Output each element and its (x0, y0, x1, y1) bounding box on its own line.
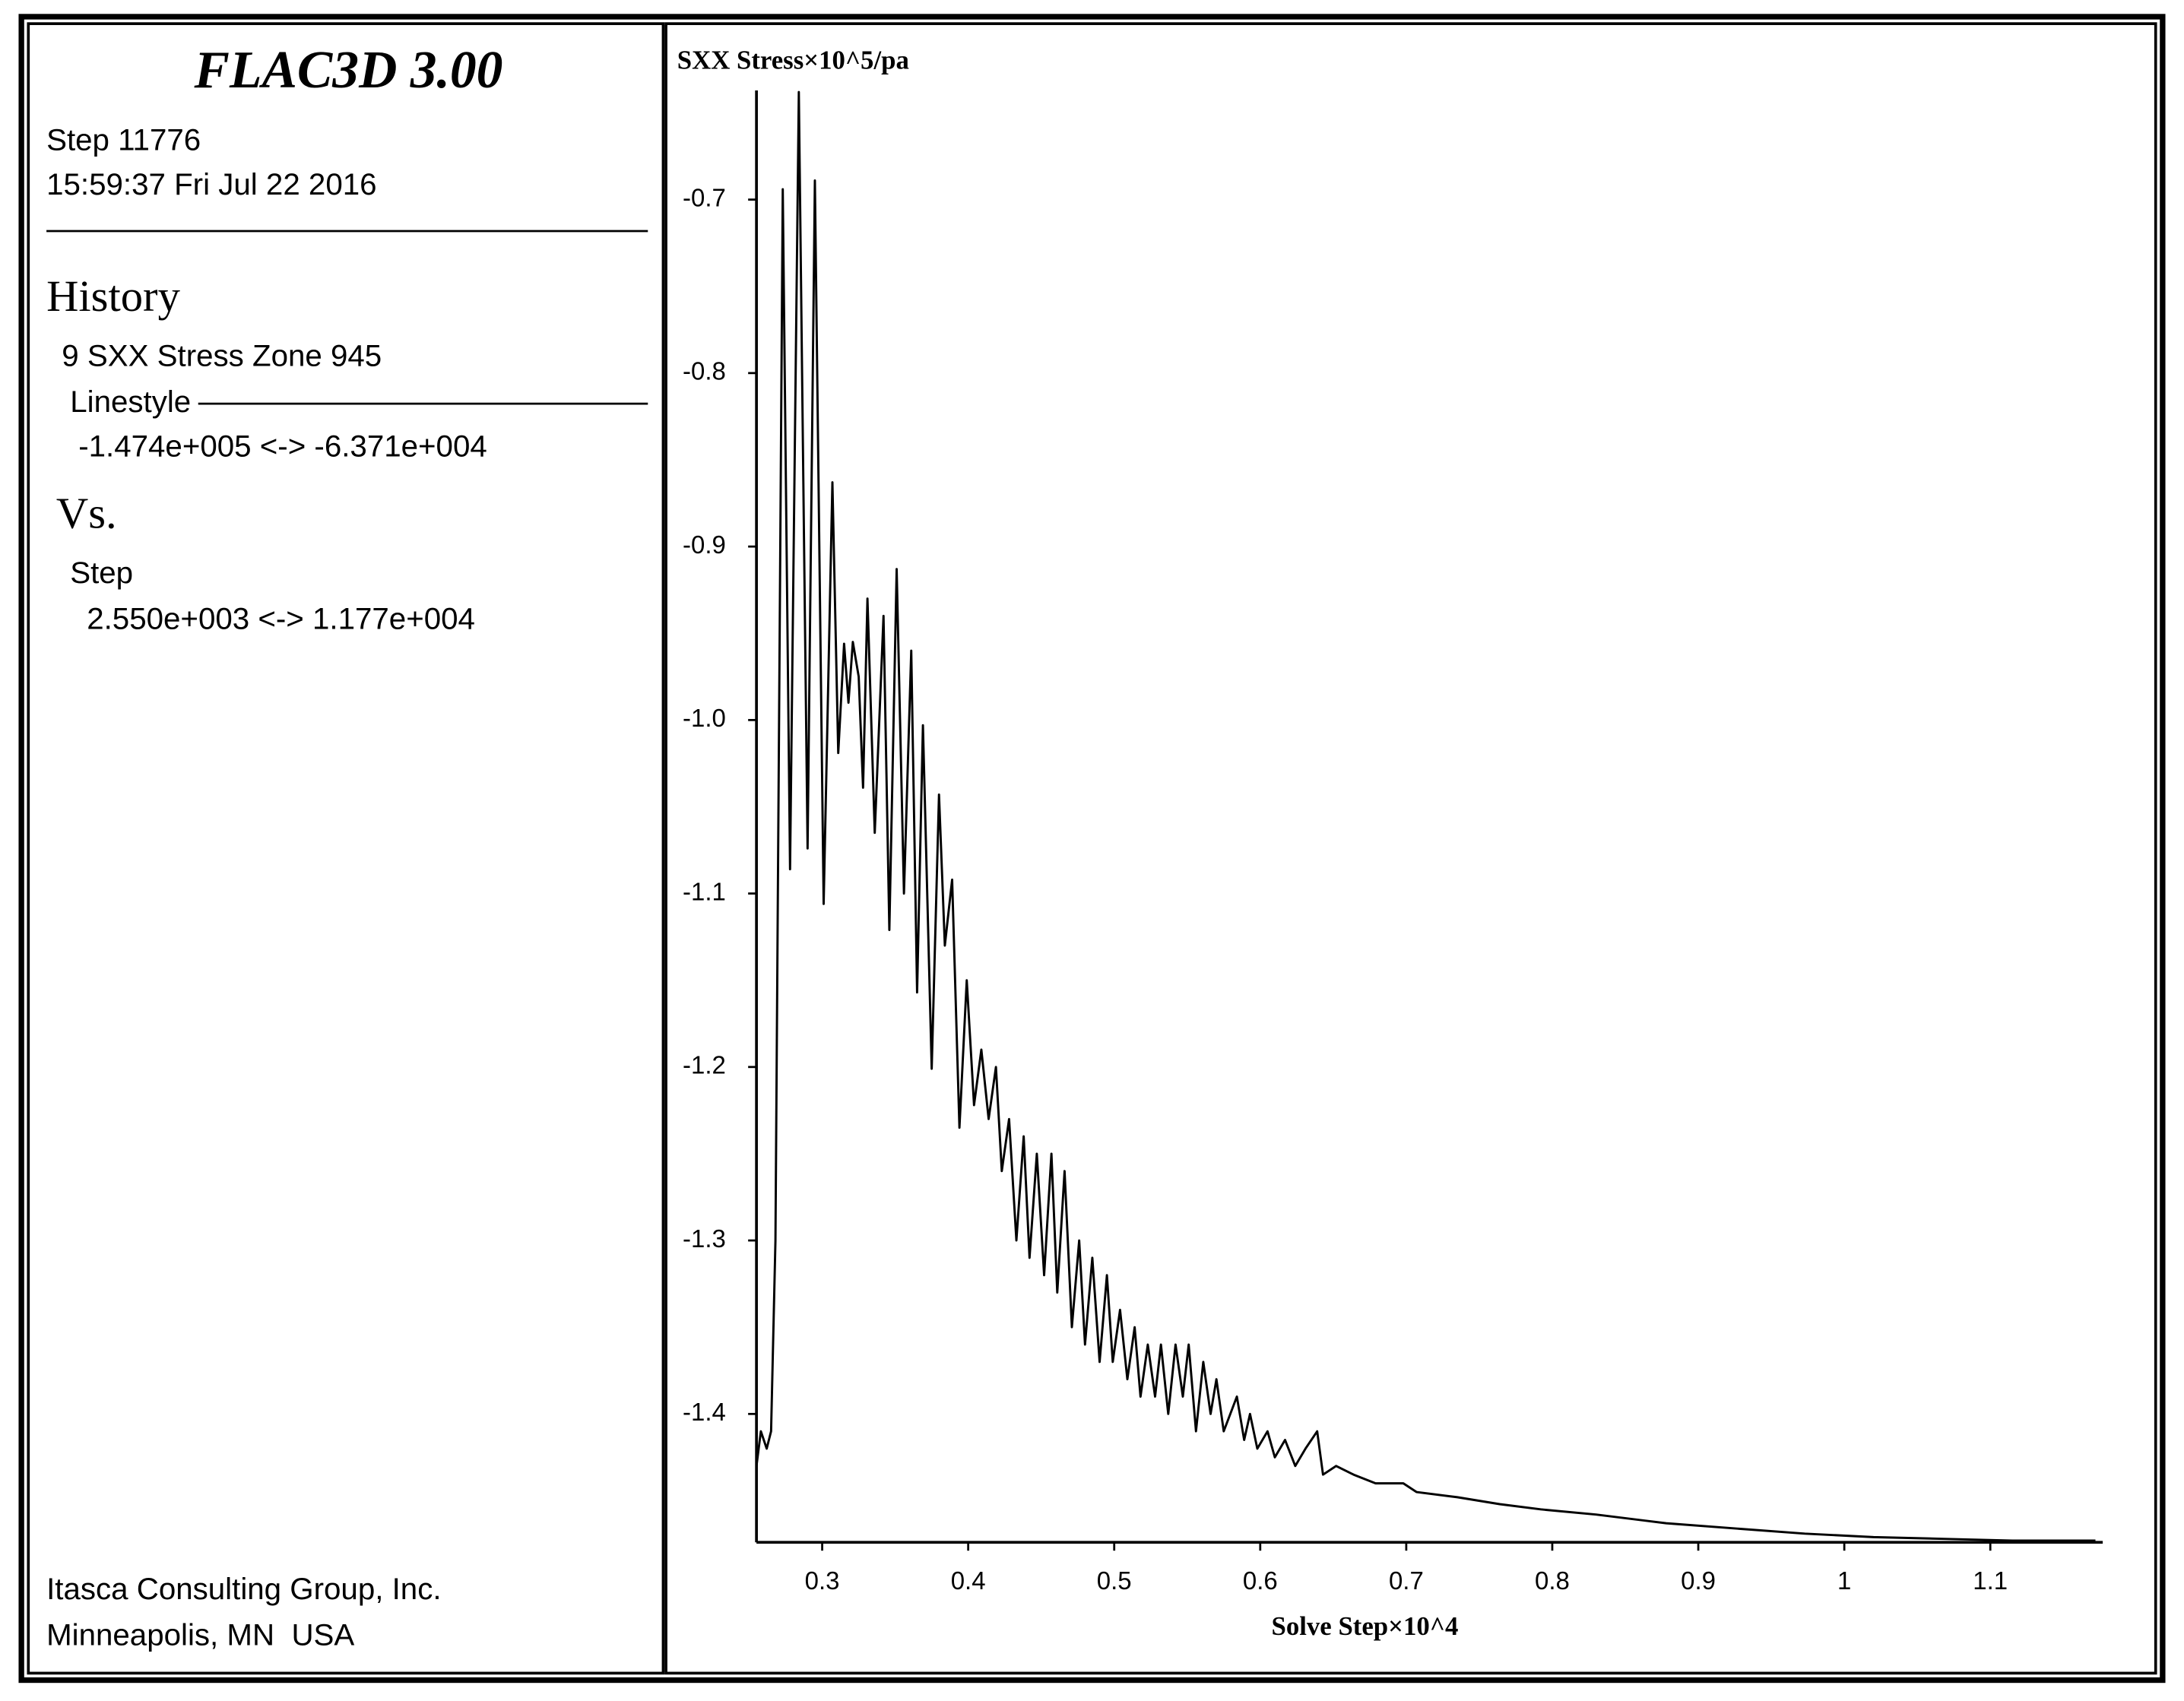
history-range: -1.474e+005 <-> -6.371e+004 (78, 429, 487, 463)
y-tick-label: -1.0 (683, 704, 726, 732)
x-tick-label: 0.3 (805, 1566, 840, 1595)
linestyle-label: Linestyle (70, 385, 191, 419)
info-timestamp: 15:59:37 Fri Jul 22 2016 (46, 167, 376, 201)
history-heading: History (46, 271, 180, 321)
info-step: Step 11776 (46, 122, 201, 157)
y-axis-title: SXX Stress×10^5/pa (677, 45, 909, 74)
x-tick-label: 0.6 (1243, 1566, 1278, 1595)
y-tick-label: -1.3 (683, 1224, 726, 1253)
history-line (755, 90, 2096, 1542)
x-tick-label: 0.9 (1681, 1566, 1716, 1595)
y-tick-label: -0.7 (683, 183, 726, 211)
x-axis-title: Solve Step×10^4 (1272, 1611, 1459, 1641)
company: Itasca Consulting Group, Inc. (46, 1572, 441, 1606)
info-frame (27, 22, 665, 1675)
y-tick-label: -0.8 (683, 357, 726, 385)
x-tick-label: 0.7 (1389, 1566, 1424, 1595)
history-item: 9 SXX Stress Zone 945 (62, 338, 382, 372)
vs-heading: Vs. (56, 489, 117, 538)
y-tick-label: -1.4 (683, 1398, 726, 1426)
vs-item: Step (70, 556, 133, 590)
vs-range: 2.550e+003 <-> 1.177e+004 (87, 601, 475, 635)
x-tick-label: 1.1 (1973, 1566, 2008, 1595)
location: Minneapolis, MN USA (46, 1617, 354, 1652)
x-tick-label: 0.5 (1097, 1566, 1132, 1595)
y-tick-label: -0.9 (683, 531, 726, 559)
x-tick-label: 0.8 (1535, 1566, 1570, 1595)
y-tick-label: -1.2 (683, 1051, 726, 1079)
y-tick-label: -1.1 (683, 877, 726, 905)
x-tick-label: 0.4 (951, 1566, 986, 1595)
x-tick-label: 1 (1837, 1566, 1851, 1595)
chart-frame (664, 22, 2157, 1675)
outer-frame (18, 14, 2166, 1684)
info-title: FLAC3D 3.00 (194, 41, 503, 100)
